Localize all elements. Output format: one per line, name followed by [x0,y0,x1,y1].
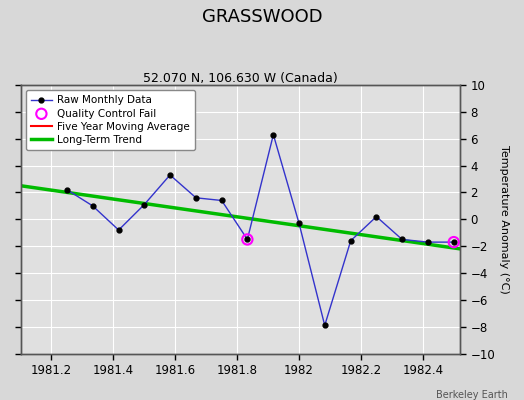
Raw Monthly Data [399,237,405,242]
Raw Monthly Data [167,172,173,177]
Raw Monthly Data [347,238,354,243]
Raw Monthly Data [425,240,431,244]
Raw Monthly Data [373,214,379,219]
Raw Monthly Data [451,240,457,244]
Raw Monthly Data [296,221,302,226]
Text: Berkeley Earth: Berkeley Earth [436,390,508,400]
Raw Monthly Data [64,187,70,192]
Legend: Raw Monthly Data, Quality Control Fail, Five Year Moving Average, Long-Term Tren: Raw Monthly Data, Quality Control Fail, … [26,90,195,150]
Quality Control Fail [450,239,458,245]
Raw Monthly Data [141,202,147,207]
Line: Raw Monthly Data: Raw Monthly Data [64,132,456,328]
Raw Monthly Data [193,196,199,200]
Y-axis label: Temperature Anomaly (°C): Temperature Anomaly (°C) [499,145,509,294]
Raw Monthly Data [322,323,328,328]
Quality Control Fail [243,236,252,243]
Raw Monthly Data [270,132,277,137]
Raw Monthly Data [90,204,96,208]
Raw Monthly Data [219,198,225,203]
Raw Monthly Data [244,237,250,242]
Text: GRASSWOOD: GRASSWOOD [202,8,322,26]
Title: 52.070 N, 106.630 W (Canada): 52.070 N, 106.630 W (Canada) [143,72,337,85]
Raw Monthly Data [115,228,122,232]
